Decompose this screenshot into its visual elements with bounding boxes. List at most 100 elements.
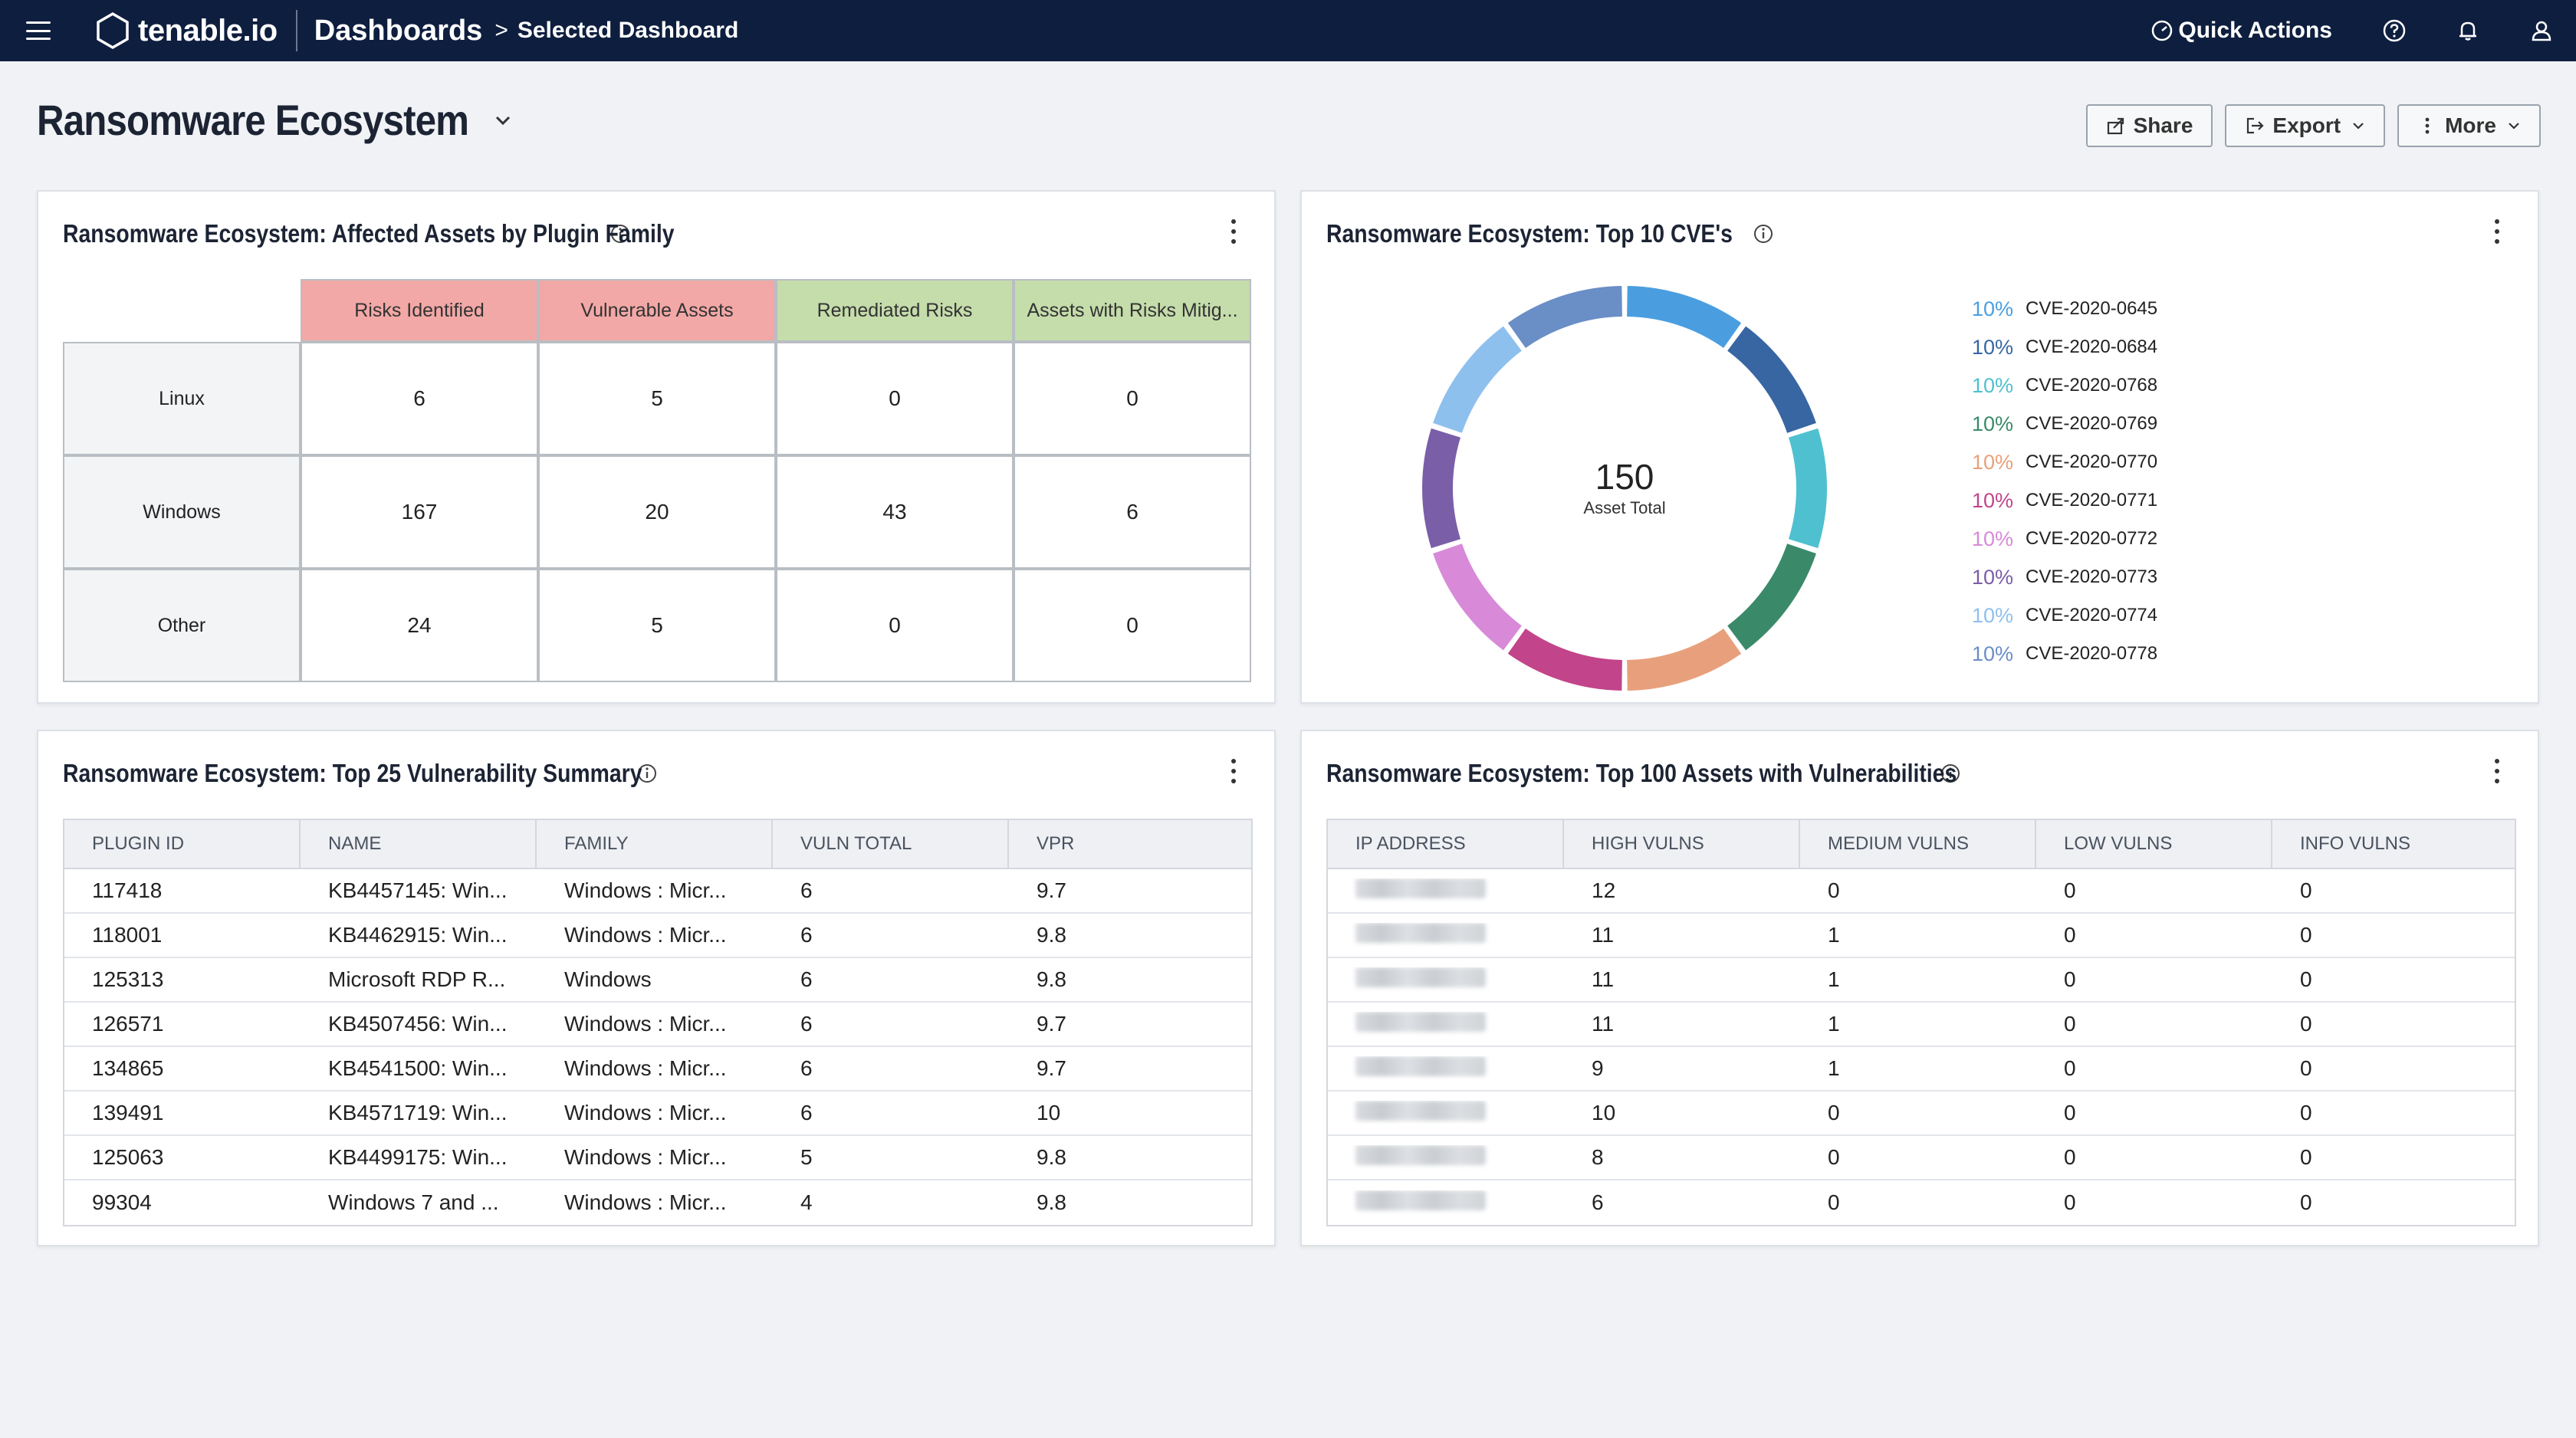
table-row[interactable]: 117418 KB4457145: Win... Windows : Micr...… xyxy=(64,869,1251,914)
table-cell: 8 xyxy=(1592,1145,1604,1169)
table-row[interactable]: 126571 KB4507456: Win... Windows : Micr...… xyxy=(64,1003,1251,1047)
table-cell: 134865 xyxy=(92,1056,164,1080)
table-row[interactable]: 11 1 0 0 xyxy=(1328,914,2515,958)
donut-segment[interactable] xyxy=(1507,286,1623,349)
widget-menu-icon[interactable] xyxy=(1230,219,1237,244)
breadcrumb-dashboards[interactable]: Dashboards xyxy=(314,14,483,47)
help-icon[interactable] xyxy=(2381,18,2407,44)
legend-item[interactable]: 10% CVE-2020-0770 xyxy=(1972,443,2157,481)
matrix-cell[interactable]: 167 xyxy=(301,455,538,569)
share-label: Share xyxy=(2133,113,2193,137)
user-icon[interactable] xyxy=(2528,18,2555,44)
info-icon[interactable] xyxy=(610,223,631,245)
share-button[interactable]: Share xyxy=(2085,104,2213,147)
bell-icon[interactable] xyxy=(2455,18,2481,44)
matrix-cell[interactable]: 0 xyxy=(1014,342,1251,455)
table-cell: 139491 xyxy=(92,1101,164,1124)
legend-item[interactable]: 10% CVE-2020-0773 xyxy=(1972,558,2157,596)
widget-menu-icon[interactable] xyxy=(1230,759,1237,783)
column-header[interactable]: HIGH VULNS xyxy=(1564,819,1800,868)
matrix-column-header: Vulnerable Assets xyxy=(538,279,776,342)
table-cell: 6 xyxy=(1592,1190,1604,1214)
donut-segment[interactable] xyxy=(1433,326,1523,434)
donut-segment[interactable] xyxy=(1433,543,1523,651)
matrix-cell[interactable]: 6 xyxy=(301,342,538,455)
matrix-column-header: Risks Identified xyxy=(301,279,538,342)
legend-item[interactable]: 10% CVE-2020-0768 xyxy=(1972,366,2157,405)
matrix-row-header: Windows xyxy=(63,455,301,569)
column-header[interactable]: IP ADDRESS xyxy=(1328,819,1564,868)
matrix-cell[interactable]: 5 xyxy=(538,342,776,455)
table-row[interactable]: 11 1 0 0 xyxy=(1328,1003,2515,1047)
legend-item[interactable]: 10% CVE-2020-0778 xyxy=(1972,635,2157,673)
column-header[interactable]: MEDIUM VULNS xyxy=(1800,819,2036,868)
column-header[interactable]: VULN TOTAL xyxy=(773,819,1009,868)
widget-menu-icon[interactable] xyxy=(2493,219,2501,244)
table-row[interactable]: 118001 KB4462915: Win... Windows : Micr...… xyxy=(64,914,1251,958)
ip-address-cell xyxy=(1328,1144,1564,1170)
legend-item[interactable]: 10% CVE-2020-0772 xyxy=(1972,520,2157,558)
donut-segment[interactable] xyxy=(1727,543,1816,651)
table-row[interactable]: 6 0 0 0 xyxy=(1328,1180,2515,1225)
info-icon[interactable] xyxy=(1753,223,1774,245)
tenable-logo[interactable]: tenable.io xyxy=(94,11,278,50)
widget-top-10-cves: Ransomware Ecosystem: Top 10 CVE's 150 A… xyxy=(1300,190,2539,704)
donut-segment[interactable] xyxy=(1626,286,1742,349)
column-header[interactable]: INFO VULNS xyxy=(2300,833,2411,854)
widget-title: Ransomware Ecosystem: Top 10 CVE's xyxy=(1326,219,1733,248)
chevron-down-icon[interactable] xyxy=(492,113,514,128)
ip-address-cell xyxy=(1328,1056,1564,1082)
column-header[interactable]: VPR xyxy=(1037,833,1075,854)
column-header[interactable]: PLUGIN ID xyxy=(64,819,301,868)
matrix-cell[interactable]: 0 xyxy=(1014,569,1251,682)
top-assets-table: IP ADDRESS HIGH VULNS MEDIUM VULNS LOW VULN… xyxy=(1326,819,2516,1226)
matrix-cell[interactable]: 43 xyxy=(776,455,1014,569)
more-label: More xyxy=(2445,113,2496,137)
more-button[interactable]: More xyxy=(2397,104,2541,147)
column-header[interactable]: FAMILY xyxy=(537,819,773,868)
table-cell: 9.8 xyxy=(1037,1190,1066,1214)
legend-item[interactable]: 10% CVE-2020-0774 xyxy=(1972,596,2157,635)
export-button[interactable]: Export xyxy=(2225,104,2386,147)
donut-segment[interactable] xyxy=(1788,428,1827,549)
breadcrumb-separator: > xyxy=(495,18,508,43)
matrix-cell[interactable]: 0 xyxy=(776,342,1014,455)
donut-segment[interactable] xyxy=(1727,326,1816,434)
menu-icon[interactable] xyxy=(26,21,51,40)
table-row[interactable]: 134865 KB4541500: Win... Windows : Micr...… xyxy=(64,1047,1251,1092)
table-row[interactable]: 8 0 0 0 xyxy=(1328,1136,2515,1180)
legend-item[interactable]: 10% CVE-2020-0769 xyxy=(1972,405,2157,443)
matrix-cell[interactable]: 20 xyxy=(538,455,776,569)
legend-item[interactable]: 10% CVE-2020-0684 xyxy=(1972,328,2157,366)
info-icon[interactable] xyxy=(1940,763,1961,784)
table-row[interactable]: 125063 KB4499175: Win... Windows : Micr...… xyxy=(64,1136,1251,1180)
donut-segment[interactable] xyxy=(1507,628,1623,691)
info-icon[interactable] xyxy=(636,763,658,784)
table-cell: 10 xyxy=(1037,1101,1061,1124)
legend-item[interactable]: 10% CVE-2020-0771 xyxy=(1972,481,2157,520)
table-row[interactable]: 9 1 0 0 xyxy=(1328,1047,2515,1092)
table-row[interactable]: 11 1 0 0 xyxy=(1328,958,2515,1003)
table-row[interactable]: 10 0 0 0 xyxy=(1328,1092,2515,1136)
column-header[interactable]: NAME xyxy=(301,819,537,868)
legend-item[interactable]: 10% CVE-2020-0645 xyxy=(1972,290,2157,328)
legend-label: CVE-2020-0774 xyxy=(2026,605,2158,625)
table-cell: 0 xyxy=(2064,1056,2076,1080)
matrix-column-header: Remediated Risks xyxy=(776,279,1014,342)
quick-actions-button[interactable]: Quick Actions xyxy=(2150,18,2332,44)
matrix-cell[interactable]: 24 xyxy=(301,569,538,682)
table-row[interactable]: 12 0 0 0 xyxy=(1328,869,2515,914)
donut-segment[interactable] xyxy=(1422,428,1461,549)
donut-segment[interactable] xyxy=(1626,628,1742,691)
matrix-cell[interactable]: 6 xyxy=(1014,455,1251,569)
table-row[interactable]: 125313 Microsoft RDP R... Windows 6 9.8 xyxy=(64,958,1251,1003)
table-row[interactable]: 139491 KB4571719: Win... Windows : Micr...… xyxy=(64,1092,1251,1136)
table-row[interactable]: 99304 Windows 7 and ... Windows : Micr... 4… xyxy=(64,1180,1251,1225)
table-cell: 12 xyxy=(1592,878,1616,902)
column-header[interactable]: LOW VULNS xyxy=(2036,819,2272,868)
table-cell: 0 xyxy=(2300,1012,2312,1036)
matrix-cell[interactable]: 0 xyxy=(776,569,1014,682)
ip-address-cell xyxy=(1328,1100,1564,1126)
matrix-cell[interactable]: 5 xyxy=(538,569,776,682)
widget-menu-icon[interactable] xyxy=(2493,759,2501,783)
